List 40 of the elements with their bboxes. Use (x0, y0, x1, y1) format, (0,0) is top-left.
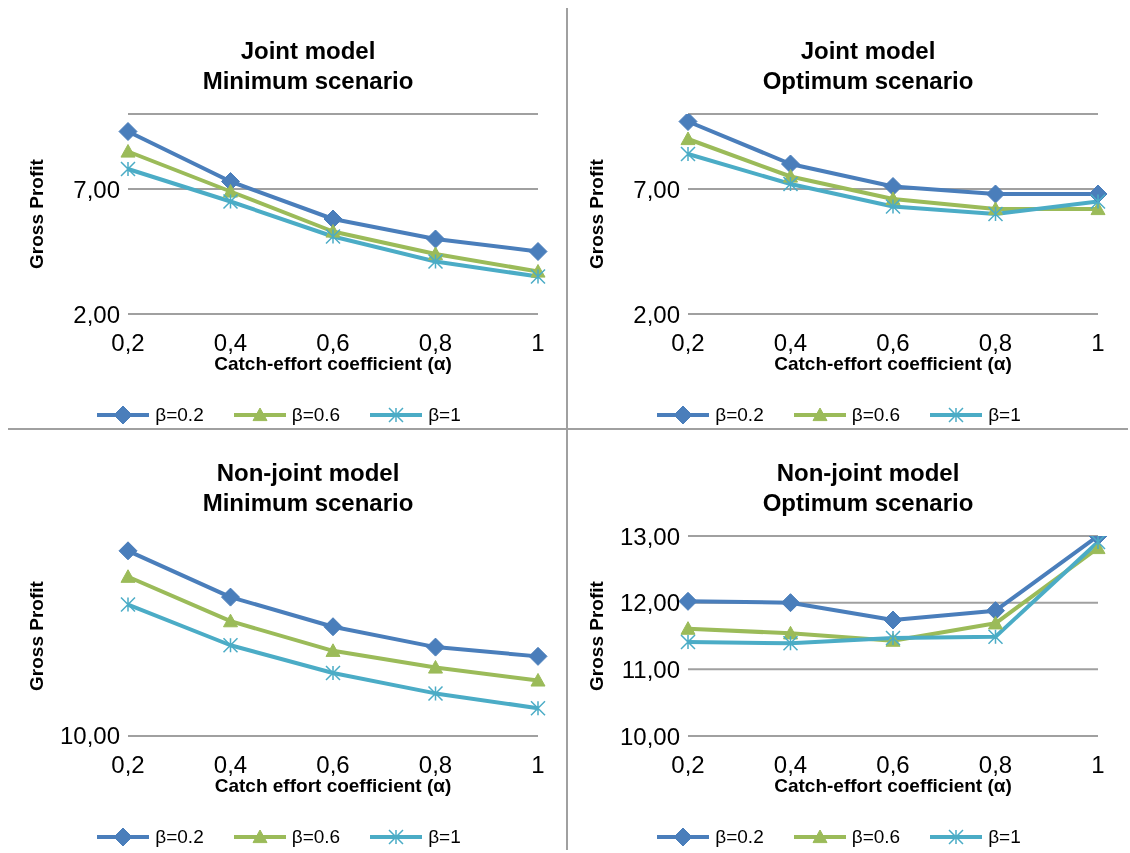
x-tick-label: 0,2 (111, 751, 145, 779)
legend-label: β=0.2 (715, 826, 764, 848)
y-tick-label: 7,00 (633, 175, 680, 203)
chart-subtitle: Minimum scenario (201, 488, 415, 518)
x-tick-label: 0,2 (671, 329, 705, 357)
legend-label: β=1 (428, 404, 461, 426)
chart-title: Non-joint model (775, 458, 961, 488)
legend-label: β=0.2 (715, 404, 764, 426)
y-axis-title: Gross Profit (585, 158, 607, 269)
chart-title: Joint model (239, 36, 377, 66)
chart-subtitle: Optimum scenario (761, 488, 975, 518)
y-tick-label: 2,00 (633, 300, 680, 328)
legend-label: β=0.2 (155, 404, 204, 426)
legend-label: β=1 (988, 826, 1021, 848)
legend-label: β=1 (428, 826, 461, 848)
legend-label: β=1 (988, 404, 1021, 426)
legend-label: β=0.6 (851, 826, 901, 848)
x-tick-label: 1 (531, 751, 545, 779)
legend-label: β=0.2 (155, 826, 204, 848)
x-tick-label: 1 (1091, 329, 1105, 357)
chart-subtitle: Minimum scenario (201, 66, 415, 96)
y-tick-label: 13,00 (619, 522, 680, 550)
chart-subtitle: Optimum scenario (761, 66, 975, 96)
y-axis-title: Gross Profit (25, 158, 47, 269)
legend-label: β=0.6 (291, 826, 341, 848)
chart-title: Joint model (799, 36, 937, 66)
chart-title: Non-joint model (215, 458, 401, 488)
x-tick-label: 1 (531, 329, 545, 357)
x-tick-label: 1 (1091, 751, 1105, 779)
y-tick-label: 7,00 (73, 175, 120, 203)
legend-label: β=0.6 (851, 404, 901, 426)
y-axis-title: Gross Profit (25, 580, 47, 691)
y-tick-label: 11,00 (621, 655, 680, 683)
x-tick-label: 0,2 (671, 751, 705, 779)
legend-label: β=0.6 (291, 404, 341, 426)
y-axis-title: Gross Profit (585, 580, 607, 691)
y-tick-label: 10,00 (619, 722, 680, 750)
x-tick-label: 0,2 (111, 329, 145, 357)
y-tick-label: 12,00 (619, 589, 680, 617)
y-tick-label: 2,00 (73, 300, 120, 328)
